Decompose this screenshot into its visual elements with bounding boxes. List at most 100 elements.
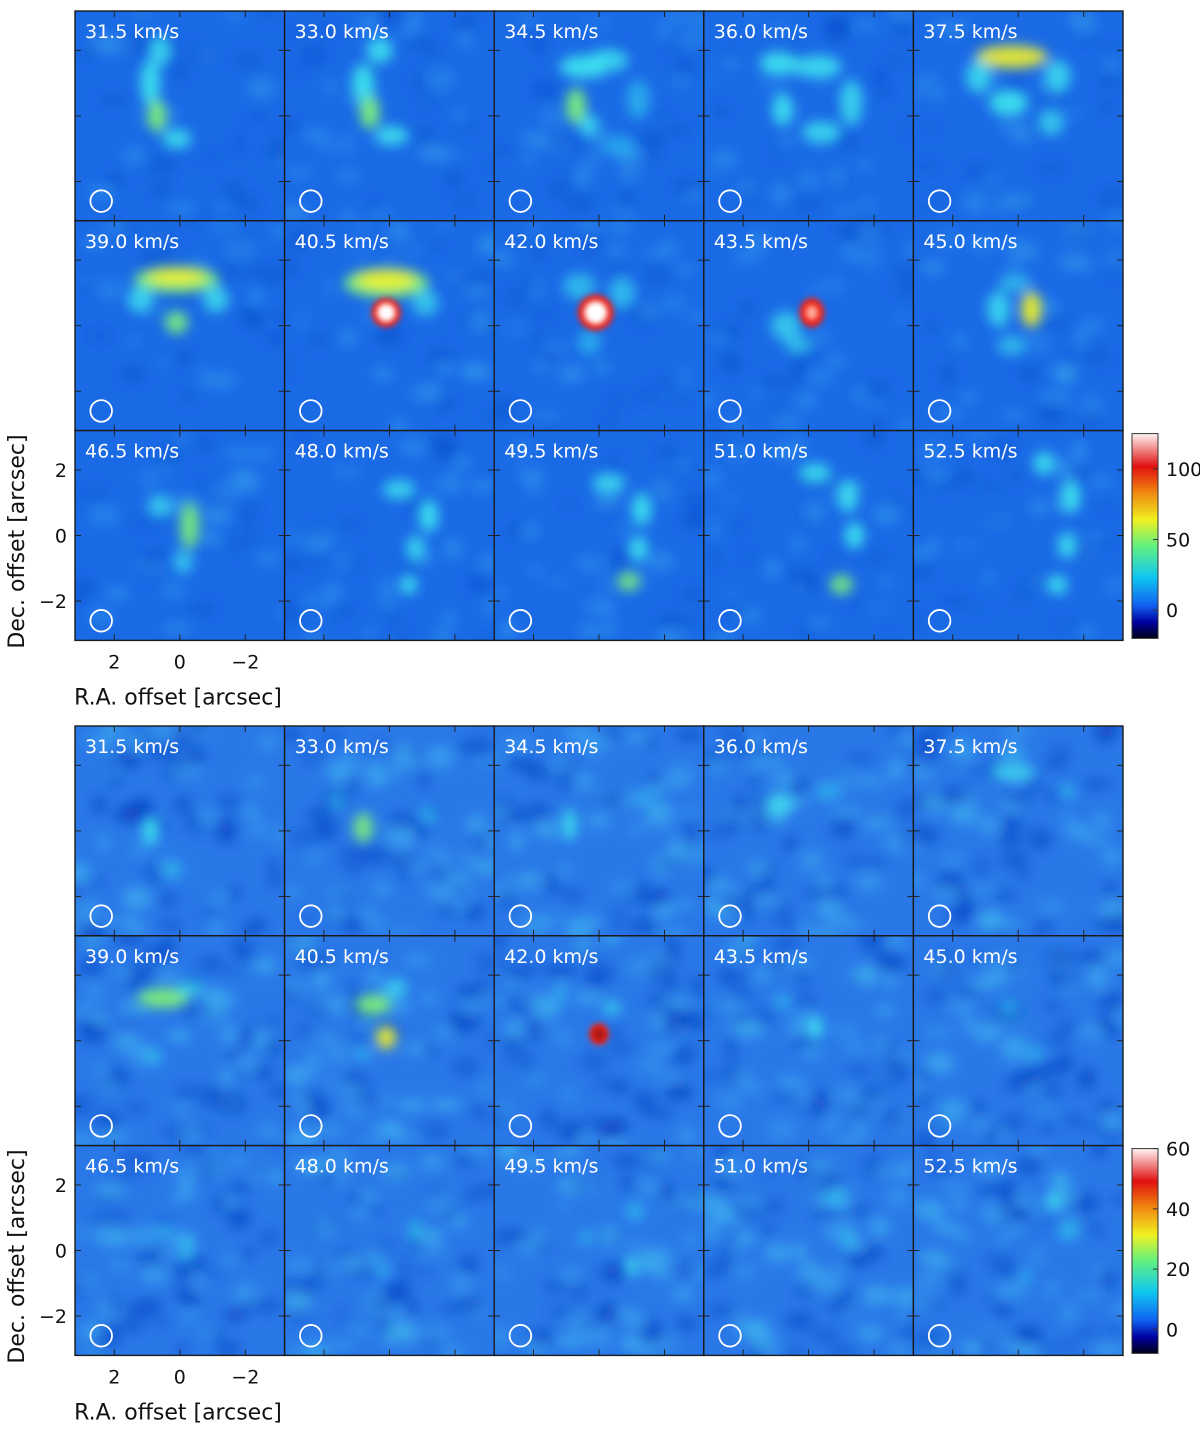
beam-circle: [508, 904, 533, 928]
channel-velocity-label: 42.0 km/s: [504, 231, 598, 253]
channel-image: [284, 430, 495, 641]
emission-blob: [806, 1016, 824, 1040]
channel-image: [703, 1145, 914, 1356]
emission-blob: [802, 120, 842, 144]
emission-blob: [795, 55, 842, 79]
beam-circle: [89, 1324, 113, 1348]
emission-blob: [553, 988, 567, 1002]
colorbar: 0 50 100: [1131, 433, 1200, 639]
emission-blob: [626, 79, 650, 120]
y-axis-label: Dec. offset [arcsec]: [5, 434, 30, 648]
emission-blob: [625, 1201, 645, 1221]
y-tick-label: 0: [55, 1241, 67, 1263]
channel-velocity-label: 39.0 km/s: [85, 946, 179, 968]
channel-velocity-label: 45.0 km/s: [923, 231, 1017, 253]
channel-image: [75, 1145, 285, 1356]
emission-blob: [798, 463, 832, 484]
channel-panel: 34.5 km/s: [493, 10, 705, 222]
beam-circle: [508, 1114, 533, 1138]
beam-circle: [718, 904, 742, 928]
x-tick-label: 0: [174, 651, 186, 673]
figure-panel-2: 31.5 km/s 33.0 km/s 34.5 km/s 36.0 km/s 37.5…: [5, 725, 1190, 1425]
emission-blob: [173, 550, 193, 574]
beam-circle: [927, 609, 952, 633]
channel-panel: 39.0 km/s: [74, 220, 286, 432]
channel-panel: 52.5 km/s: [912, 1144, 1124, 1357]
emission-blob: [975, 45, 1048, 69]
beam-circle: [299, 904, 323, 928]
emission-blob: [1016, 1268, 1033, 1285]
channel-panel: 48.0 km/s: [283, 1144, 495, 1357]
emission-blob: [355, 1045, 372, 1063]
y-axis-label: Dec. offset [arcsec]: [5, 1149, 30, 1363]
emission-blob: [772, 993, 793, 1010]
emission-blob: [127, 286, 154, 313]
channel-panel: 43.5 km/s: [703, 220, 915, 432]
emission-blob: [772, 92, 793, 126]
channel-panel: 39.0 km/s: [74, 935, 286, 1147]
emission-blob: [628, 535, 649, 562]
emission-blob: [839, 79, 863, 126]
colorbar-tick-label: 100: [1166, 459, 1200, 481]
x-tick-label: −2: [231, 1366, 259, 1388]
emission-blob: [1044, 60, 1071, 93]
channel-velocity-label: 42.0 km/s: [504, 946, 598, 968]
channel-velocity-label: 49.5 km/s: [504, 1156, 598, 1178]
emission-blob: [785, 335, 812, 356]
y-tick-label: 2: [55, 460, 67, 482]
emission-blob: [165, 310, 188, 334]
channel-image: [494, 11, 704, 221]
emission-blob: [202, 286, 229, 313]
beam-circle: [299, 1114, 323, 1138]
channel-velocity-label: 40.5 km/s: [295, 946, 389, 968]
channel-velocity-label: 36.0 km/s: [714, 736, 808, 758]
emission-blob: [988, 763, 1035, 781]
y-tick-label: 0: [55, 526, 67, 548]
emission-blob: [148, 35, 172, 66]
emission-blob: [1057, 783, 1078, 800]
emission-blob: [161, 129, 192, 149]
emission-blob: [1060, 479, 1081, 513]
beam-circle: [718, 609, 742, 633]
emission-blob: [405, 535, 426, 562]
channel-image: [913, 220, 1124, 431]
emission-blob: [376, 303, 396, 322]
beam-circle: [508, 399, 533, 423]
emission-blob: [1032, 451, 1056, 475]
channel-panel: 42.0 km/s: [493, 935, 705, 1147]
channel-velocity-label: 46.5 km/s: [85, 1156, 179, 1178]
emission-blob: [143, 1048, 164, 1066]
channel-panel: 46.5 km/s 2 0 −2 −2 0 2: [39, 429, 286, 673]
emission-blob: [147, 268, 206, 285]
x-tick-label: 0: [174, 1366, 186, 1388]
channel-velocity-label: 43.5 km/s: [714, 231, 808, 253]
emission-blob: [839, 1230, 857, 1251]
emission-blob: [140, 60, 161, 107]
channel-panel: 48.0 km/s: [283, 429, 495, 642]
colorbar-tick-label: 0: [1166, 1319, 1178, 1341]
emission-blob: [418, 499, 439, 533]
channel-panel: 31.5 km/s: [74, 725, 286, 937]
emission-blob: [996, 335, 1027, 356]
emission-blob: [617, 571, 640, 592]
channel-image: [75, 430, 285, 641]
emission-blob: [142, 816, 159, 846]
emission-blob: [412, 289, 439, 316]
emission-blob: [1047, 574, 1068, 595]
channel-panel: 46.5 km/s 2 0 −2 −2 0 2: [39, 1144, 286, 1388]
channel-panel: 40.5 km/s: [283, 220, 495, 432]
x-tick-label: −2: [231, 651, 259, 673]
channel-image: [75, 220, 285, 431]
beam-circle: [927, 1114, 952, 1138]
emission-blob: [759, 51, 799, 75]
channel-velocity-label: 48.0 km/s: [295, 441, 389, 463]
channel-image: [913, 726, 1124, 936]
figure-panel-1: 31.5 km/s 33.0 km/s 34.5 km/s 36.0 km/s 37.5…: [5, 10, 1200, 710]
channel-image: [494, 1145, 704, 1356]
emission-blob: [1057, 1220, 1078, 1241]
emission-blob: [824, 1189, 845, 1207]
channel-velocity-label: 52.5 km/s: [923, 1156, 1017, 1178]
channel-image: [703, 11, 914, 221]
emission-blob: [376, 125, 410, 146]
emission-blob: [147, 494, 174, 518]
